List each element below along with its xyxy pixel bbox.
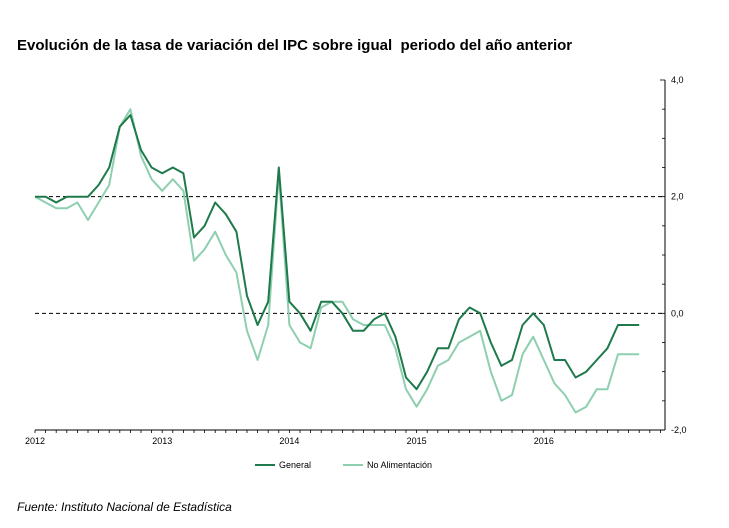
legend-label: No Alimentación	[367, 460, 432, 470]
x-tick-label: 2012	[25, 436, 45, 446]
legend: General No Alimentación	[255, 460, 432, 470]
tick-labels: 2012 2013 2014 2015 2016 4,0 2,0 0,0 -2,0	[25, 75, 687, 446]
legend-label: General	[279, 460, 311, 470]
series-line-no-alimentaci-n	[34, 108, 640, 414]
chart-title: Evolución de la tasa de variación del IP…	[17, 37, 573, 54]
series-line-general	[35, 114, 640, 391]
source-note: Fuente: Instituto Nacional de Estadístic…	[17, 500, 232, 514]
chart-axes	[34, 79, 666, 433]
x-tick-label: 2013	[152, 436, 172, 446]
x-tick-label: 2016	[534, 436, 554, 446]
y-tick-label: 2,0	[671, 192, 684, 202]
x-tick-label: 2014	[279, 436, 299, 446]
y-tick-label: -2,0	[671, 425, 687, 435]
y-tick-label: 4,0	[671, 75, 684, 85]
reference-lines	[35, 196, 665, 314]
series-lines	[34, 108, 640, 414]
y-tick-label: 0,0	[671, 308, 684, 318]
x-tick-label: 2015	[407, 436, 427, 446]
